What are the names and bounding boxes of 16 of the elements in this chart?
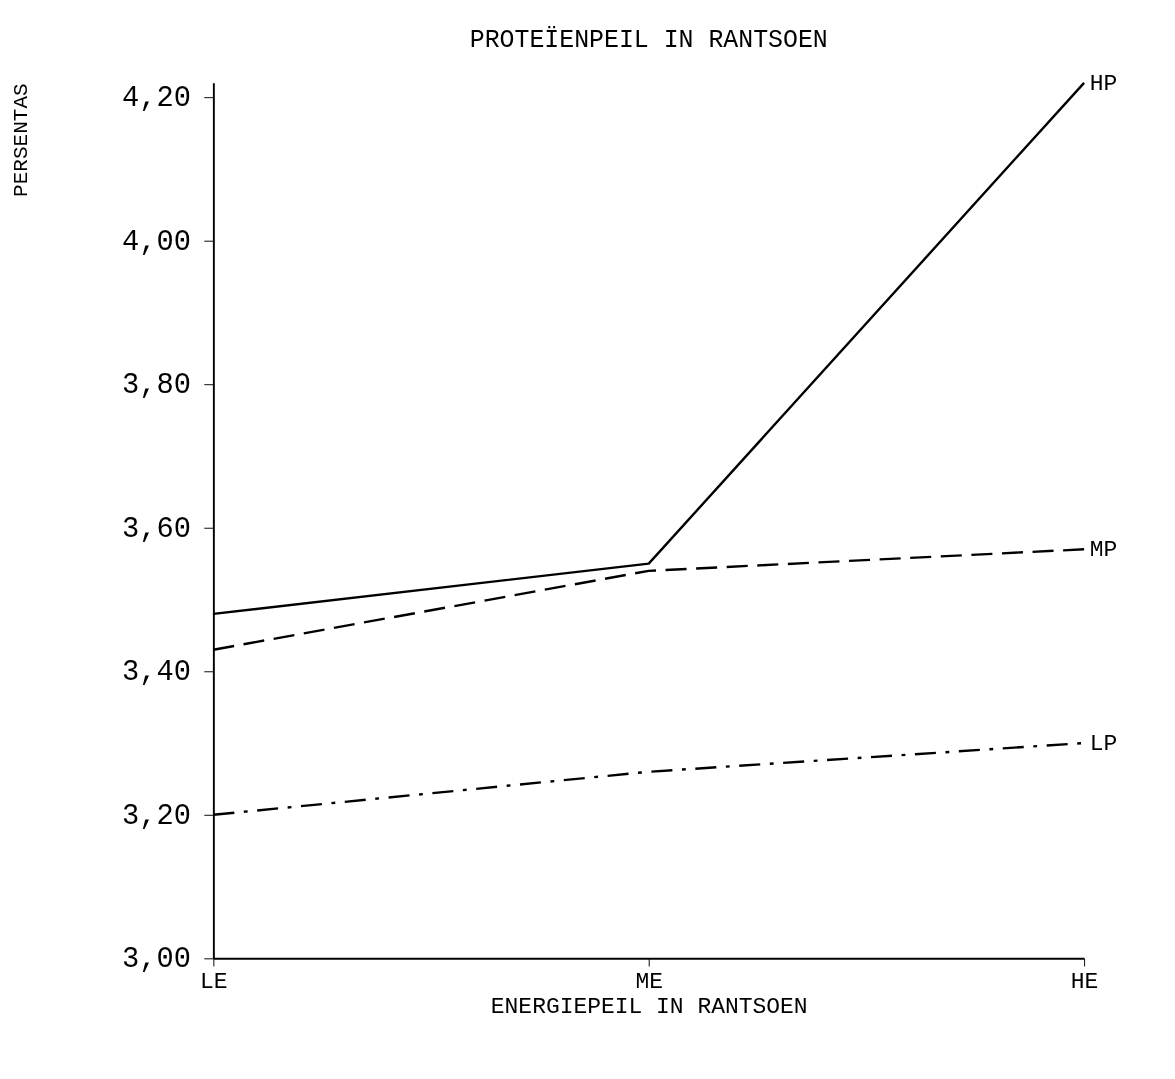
series-label: LP (1089, 730, 1118, 757)
y-tick-label: 3,00 (122, 943, 191, 977)
chart-title: PROTEÏENPEIL IN RANTSOEN (469, 26, 828, 55)
y-tick-label: 3,60 (122, 512, 191, 546)
x-tick-label: ME (635, 969, 663, 996)
series-label: MP (1089, 536, 1118, 563)
y-axis-title: PERSENTAS (9, 83, 34, 197)
x-tick-label: LE (200, 969, 228, 996)
x-axis-title: ENERGIEPEIL IN RANTSOEN (490, 994, 808, 1021)
series-label: HP (1089, 70, 1118, 97)
y-tick-label: 4,20 (122, 82, 191, 116)
y-tick-label: 3,80 (122, 369, 191, 403)
x-tick-label: HE (1070, 969, 1099, 996)
y-tick-label: 3,20 (122, 799, 191, 833)
y-tick-label: 4,00 (122, 225, 191, 259)
y-tick-label: 3,40 (122, 656, 191, 690)
